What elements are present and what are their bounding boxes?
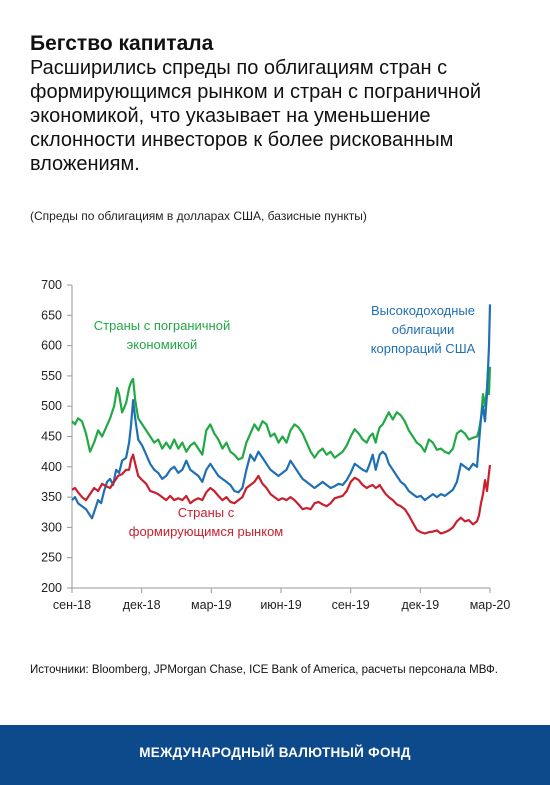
emerging-series-label: Страны с [178,505,235,520]
us-high-yield-series-label: Высокодоходные [371,303,475,318]
x-tick-label: дек-19 [401,598,439,612]
footer-org-name: МЕЖДУНАРОДНЫЙ ВАЛЮТНЫЙ ФОНД [139,745,411,760]
x-tick-label: мар-20 [470,598,511,612]
x-tick-label: сен-19 [332,598,370,612]
us-high-yield-series-line [71,304,492,520]
x-axis: сен-18 дек-18 мар-19 июн-19 сен-19 дек-19 мар-… [53,587,511,612]
frontier-series-label: экономикой [127,337,198,352]
x-tick-label: мар-19 [191,598,232,612]
emerging-series-line [71,453,492,535]
y-tick-label: 600 [41,339,62,353]
y-tick-label: 250 [41,551,62,565]
us-high-yield-series-label: облигации [392,322,455,337]
y-tick-label: 550 [41,369,62,383]
y-tick-label: 500 [41,399,62,413]
frontier-series-label: Страны с пограничной [94,318,230,333]
x-tick-label: сен-18 [53,598,91,612]
x-tick-label: дек-18 [123,598,161,612]
y-tick-label: 200 [41,581,62,595]
source-note: Источники: Bloomberg, JPMorgan Chase, IC… [30,664,498,676]
chart-subtitle: Расширились спреды по облигациям стран с… [30,57,481,175]
emerging-series-label: формирующимся рынком [129,524,284,539]
y-tick-label: 400 [41,460,62,474]
series-lines [71,304,492,535]
y-tick-label: 650 [41,308,62,322]
footer-banner: МЕЖДУНАРОДНЫЙ ВАЛЮТНЫЙ ФОНД [0,725,550,785]
y-axis: 200 250 300 350 400 450 500 550 600 650 700 [41,278,73,595]
y-tick-label: 350 [41,490,62,504]
y-tick-label: 700 [41,278,62,292]
x-tick-label: июн-19 [260,598,301,612]
us-high-yield-series-label: корпораций США [371,341,476,356]
series-labels: Страны с пограничной экономикой Высокодохо… [94,303,476,539]
y-tick-label: 450 [41,430,62,444]
bond-spreads-line-chart: 200 250 300 350 400 450 500 550 600 650 700 сен-18… [41,278,511,612]
chart-title: Бегство капитала [30,32,214,55]
y-tick-label: 300 [41,520,62,534]
frontier-series-line [71,366,492,461]
units-note: (Спреды по облигациям в долларах США, ба… [30,209,367,223]
